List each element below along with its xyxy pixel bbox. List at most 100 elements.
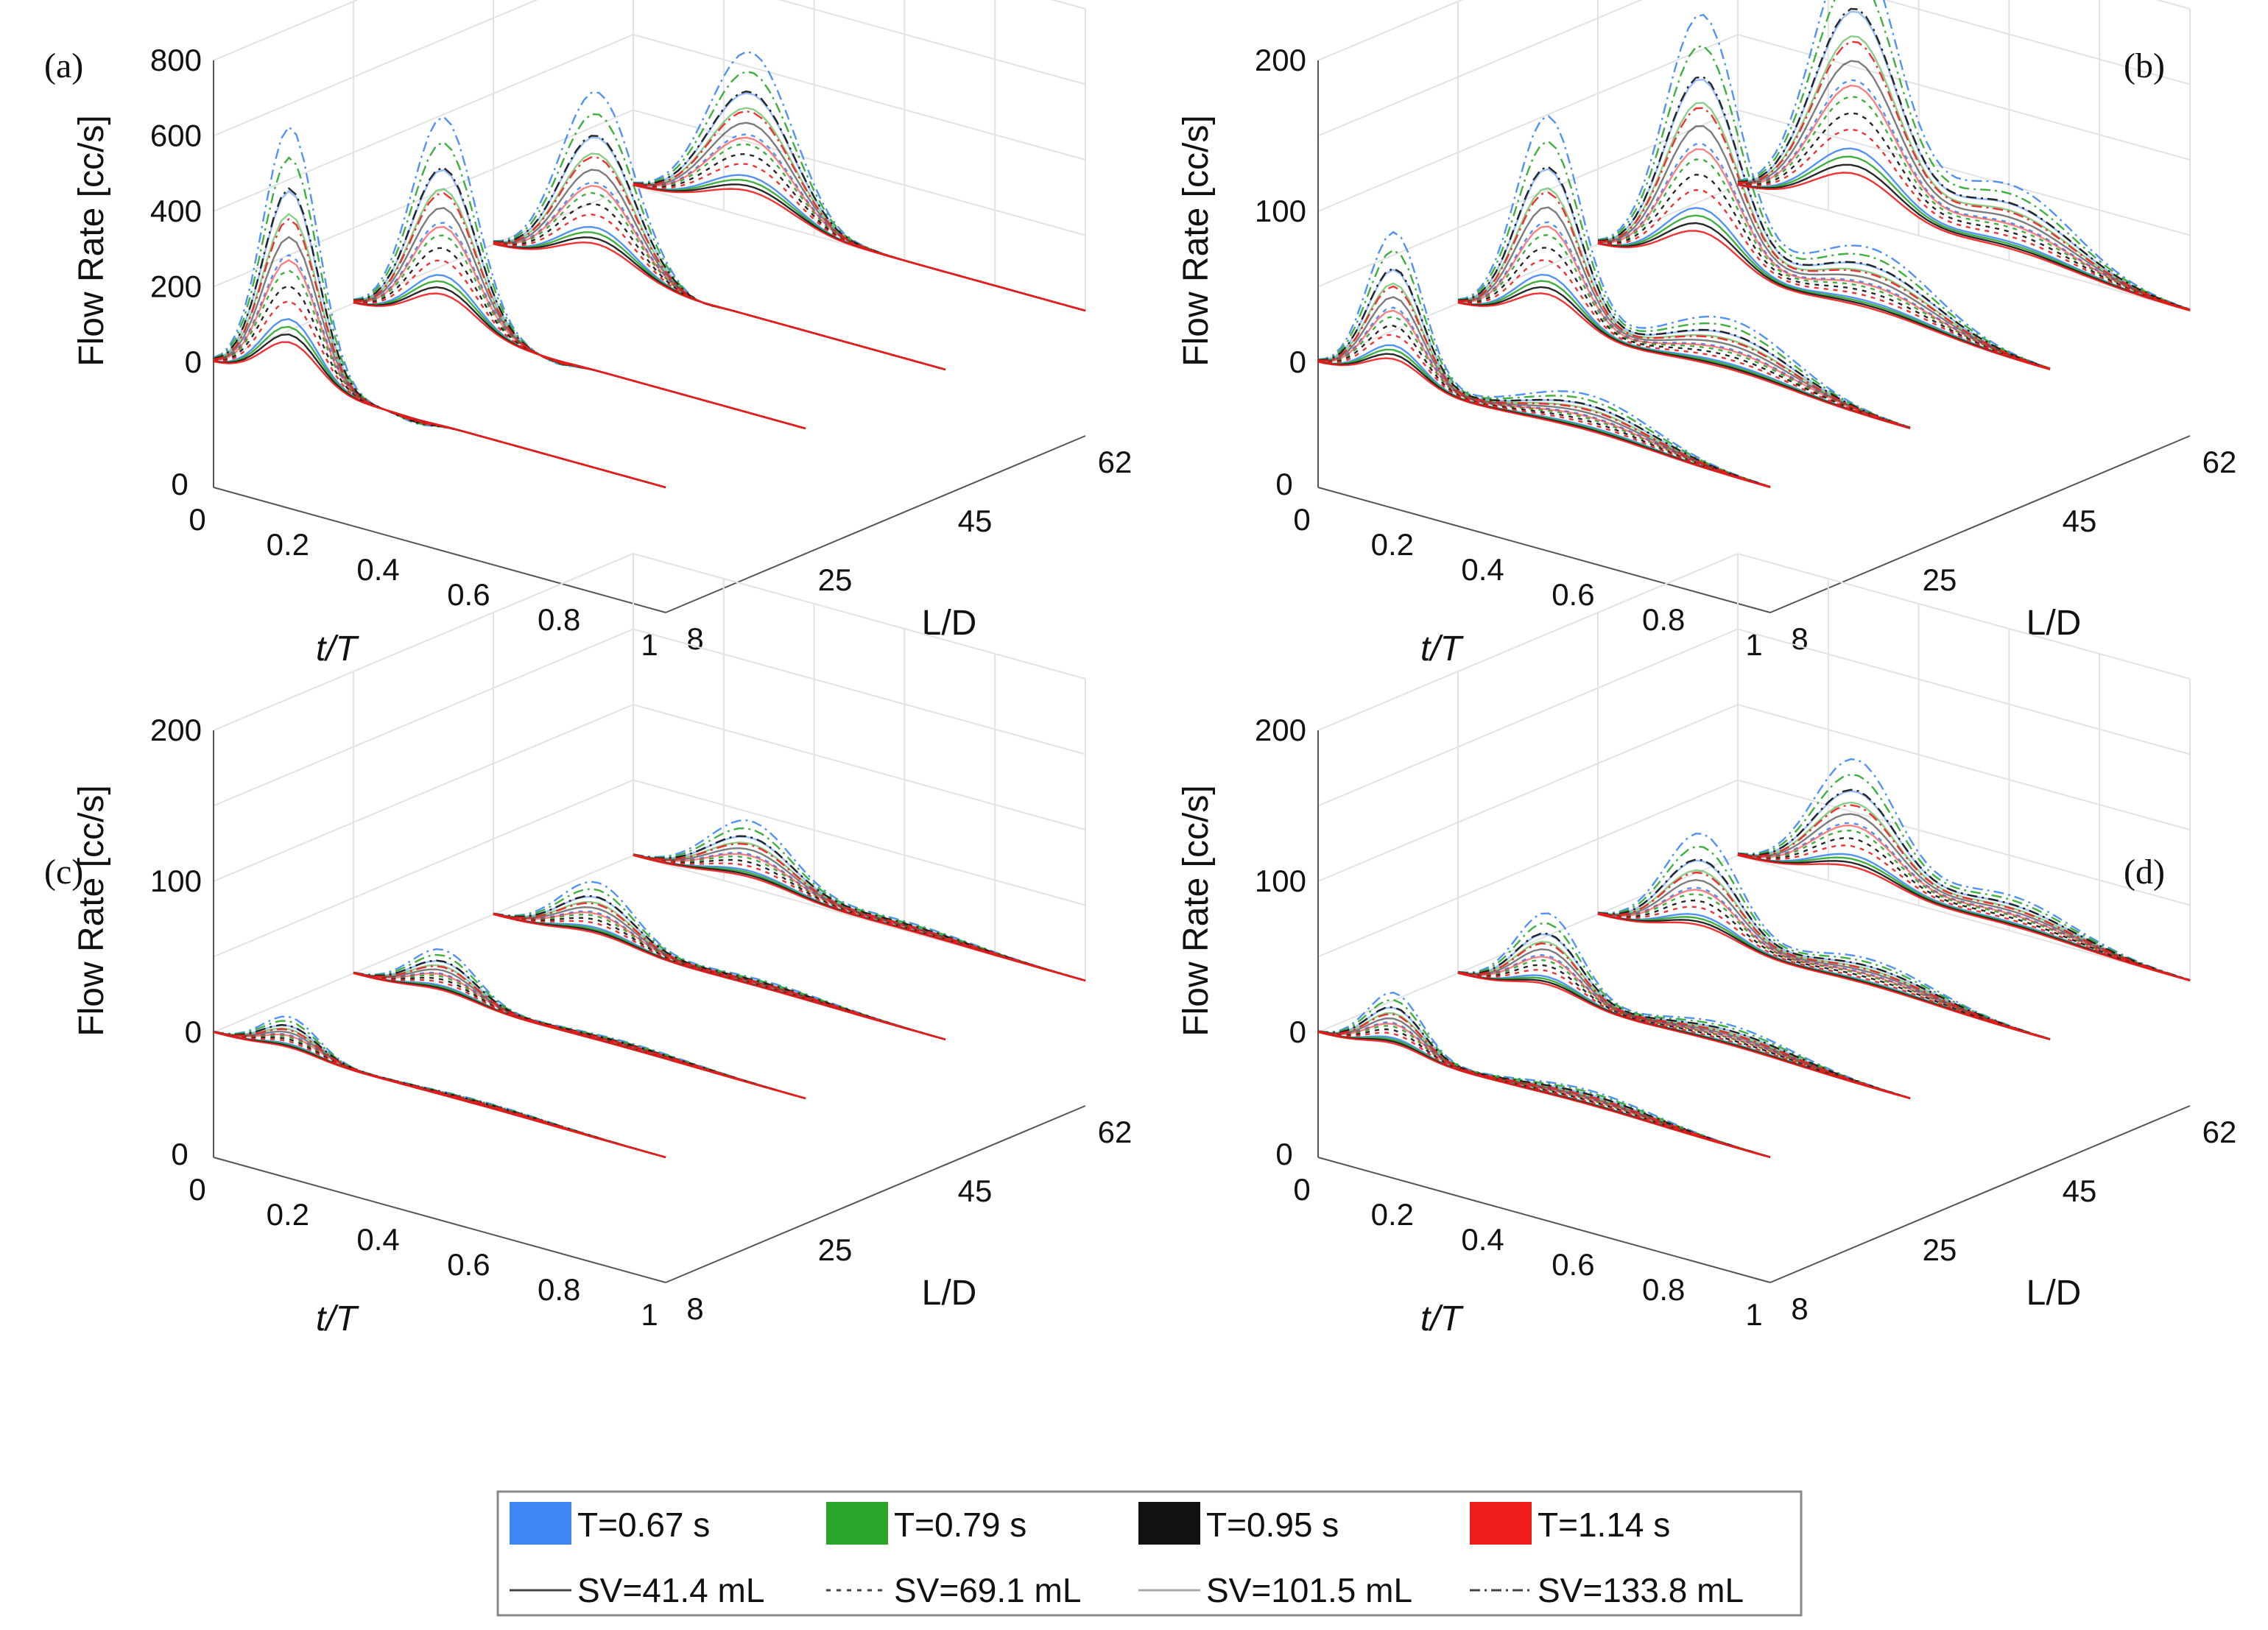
- legend-style-label-1: SV=69.1 mL: [894, 1571, 1081, 1609]
- grid-line: [213, 703, 1086, 882]
- x-tick-label: 0.2: [1371, 527, 1414, 562]
- series-line: [1457, 912, 1911, 1099]
- series-line: [1737, 758, 2191, 981]
- panel-label: (d): [2124, 853, 2165, 892]
- z-tick-label: 100: [150, 864, 202, 898]
- panel-0: 0 0.2 0.4 0.6 0.8 1 8 25 45 62 0 200 400 600 800 0 t/T L/…: [44, 0, 1132, 668]
- series-line: [1597, 889, 2051, 1040]
- z-axis-title: Flow Rate [cc/s]: [72, 115, 111, 366]
- series-line: [353, 225, 806, 430]
- legend-color-label-2: T=0.95 s: [1206, 1506, 1339, 1544]
- y-axis-title: L/D: [2026, 604, 2082, 643]
- legend-swatch-3: [1470, 1502, 1532, 1545]
- z-tick-label: 0: [1289, 345, 1306, 379]
- x-tick-label: 0: [1293, 1172, 1310, 1207]
- y-axis-line: [1769, 1105, 2191, 1283]
- x-axis-line: [213, 487, 666, 613]
- series-line: [493, 202, 946, 371]
- series-line: [1317, 325, 1771, 488]
- x-tick-label: 1: [1745, 1297, 1762, 1332]
- z-tick-label: 100: [1255, 194, 1306, 228]
- series-line: [1317, 269, 1771, 488]
- series-line: [1737, 824, 2191, 981]
- series-line: [633, 819, 1086, 981]
- series-line: [213, 156, 666, 489]
- series-line: [1737, 0, 2191, 311]
- x-tick-label: 0.6: [447, 1247, 490, 1282]
- series-line: [1317, 309, 1771, 488]
- series-line: [1737, 172, 2191, 311]
- series-line: [1738, 35, 2191, 311]
- series-line: [1457, 292, 1911, 429]
- series-line: [633, 51, 1086, 312]
- grid-line: [213, 779, 1086, 958]
- y-tick-label: 25: [818, 1232, 853, 1267]
- series-line: [493, 156, 946, 371]
- series-line: [633, 133, 1086, 312]
- x-tick-label: 0: [1275, 1137, 1292, 1171]
- y-axis-line: [1769, 435, 2191, 613]
- series-line: [1457, 972, 1911, 1100]
- series-line: [353, 222, 806, 430]
- grid-line: [213, 0, 1086, 61]
- x-tick-label: 0.4: [356, 552, 399, 587]
- series-line: [353, 965, 806, 1100]
- legend-swatch-2: [1138, 1502, 1200, 1545]
- series-line: [213, 325, 666, 489]
- x-axis-title: t/T: [316, 1299, 360, 1338]
- grid-line: [213, 109, 1086, 288]
- series-line: [633, 110, 1086, 312]
- series-line: [1597, 906, 2051, 1040]
- legend-swatch-0: [510, 1502, 571, 1545]
- series-line: [1457, 140, 1911, 428]
- x-axis-title: t/T: [1420, 629, 1465, 668]
- series-line: [1737, 854, 2191, 982]
- x-tick-label: 0.8: [538, 602, 580, 637]
- series-line: [213, 284, 666, 489]
- legend-swatch-1: [826, 1502, 888, 1545]
- series-line: [213, 300, 666, 489]
- series-line: [353, 274, 806, 430]
- z-tick-label: 0: [185, 345, 202, 379]
- series-line: [1597, 173, 2051, 370]
- series-line: [1737, 844, 2191, 981]
- x-axis-title: t/T: [1420, 1299, 1465, 1338]
- series-line: [633, 143, 1086, 312]
- x-tick-label: 0.4: [1461, 552, 1504, 587]
- z-tick-label: 600: [150, 119, 202, 153]
- y-tick-label: 45: [2063, 504, 2097, 538]
- series-line: [1597, 832, 2051, 1040]
- z-tick-label: 200: [150, 713, 202, 747]
- x-axis-line: [213, 1157, 666, 1283]
- series-line: [1317, 1006, 1771, 1158]
- x-tick-label: 0.8: [1642, 602, 1685, 637]
- x-axis-line: [1317, 487, 1771, 613]
- z-tick-label: 200: [1255, 43, 1306, 77]
- series-line: [1737, 84, 2191, 311]
- series-line: [1317, 991, 1771, 1158]
- legend-color-label-3: T=1.14 s: [1538, 1506, 1670, 1544]
- series-line: [1317, 334, 1771, 488]
- series-line: [493, 236, 946, 371]
- y-tick-label: 25: [818, 562, 853, 597]
- panel-label: (a): [44, 46, 83, 85]
- y-tick-label: 62: [2202, 1115, 2237, 1149]
- series-line: [1737, 773, 2191, 981]
- y-axis-title: L/D: [2026, 1274, 2082, 1313]
- series-line: [213, 218, 666, 489]
- y-tick-label: 8: [686, 1291, 703, 1326]
- series-line: [493, 911, 946, 1041]
- series-line: [213, 1028, 666, 1159]
- x-tick-label: 0.8: [1642, 1272, 1685, 1307]
- series-line: [1457, 225, 1911, 429]
- series-line: [1597, 148, 2051, 370]
- x-tick-label: 1: [641, 1297, 658, 1332]
- series-line: [213, 318, 666, 489]
- series-line: [1737, 788, 2191, 981]
- series-line: [213, 269, 666, 489]
- grid-line: [1317, 0, 2191, 61]
- series-line: [353, 234, 806, 430]
- series-line: [1597, 188, 2051, 370]
- series-line: [1597, 107, 2051, 370]
